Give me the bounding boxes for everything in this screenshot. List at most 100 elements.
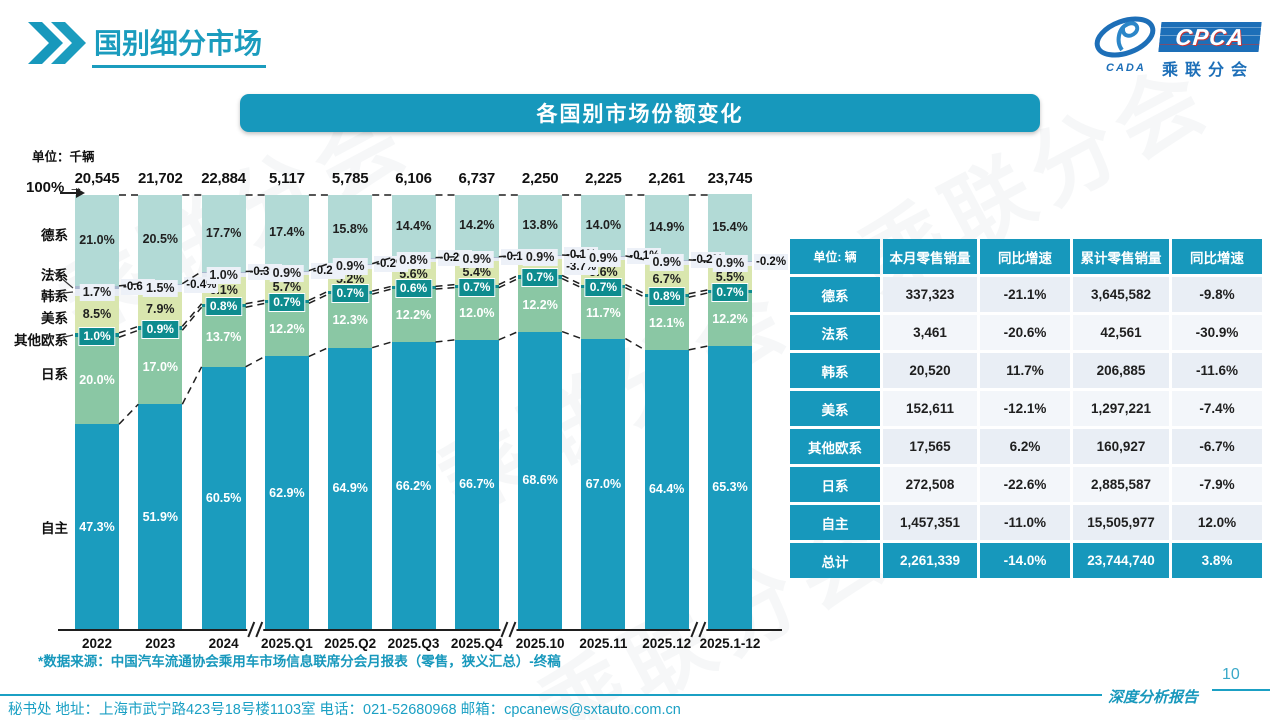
bar-segment-rixi-2023 xyxy=(138,330,183,405)
bar-label-hanxi-2025.Q2: 0.9% xyxy=(332,258,368,276)
unit-label: 单位：千辆 xyxy=(32,150,95,164)
table-cell: 17,565 xyxy=(883,429,977,464)
sales-table: 单位: 辆本月零售销量 同比增速 累计零售销量 同比增速 德系 337,323 -21.1%… xyxy=(790,239,1262,578)
legend-hanxi: 韩系 xyxy=(41,289,68,304)
bar-segment-rixi-2022 xyxy=(75,337,119,425)
table-cell: 12.0% xyxy=(1172,505,1262,540)
table-cell: 337,323 xyxy=(883,277,977,312)
bar-segment-zizhu-2025.10 xyxy=(518,331,563,630)
table-cell: -6.7% xyxy=(1172,429,1262,464)
bar-segment-zizhu-2025.12 xyxy=(644,349,689,630)
cpca-emblem-icon xyxy=(1094,16,1156,58)
table-cell: -7.4% xyxy=(1172,391,1262,426)
legend-zizhu: 自主 xyxy=(41,521,68,536)
table-header-4: 同比增速 xyxy=(1172,239,1262,274)
legend-qitaouxi: 其他欧系 xyxy=(14,333,68,348)
bar-total-2025.Q3: 6,106 xyxy=(395,170,432,187)
bar-label-qitaouxi-2023: 0.9% xyxy=(141,319,179,339)
right-arrow-icon: → xyxy=(68,179,84,196)
bar-label-qitaouxi-2025.Q4: 0.7% xyxy=(458,277,496,297)
table-cell: 272,508 xyxy=(883,467,977,502)
bar-segment-zizhu-2024 xyxy=(201,366,246,630)
bar-label-dexi-2025.Q4: 14.2% xyxy=(459,218,495,233)
table-cell: 6.2% xyxy=(980,429,1070,464)
table-cell: 11.7% xyxy=(980,353,1070,388)
table-total-cell: 23,744,740 xyxy=(1073,543,1169,578)
table-cell: 20,520 xyxy=(883,353,977,388)
bar-total-2024: 22,884 xyxy=(201,170,246,187)
chart-title: 各国别市场份额变化 xyxy=(536,103,744,126)
bar-segment-dexi-2024 xyxy=(201,194,246,272)
bar-label-qitaouxi-2025.1-12: 0.7% xyxy=(711,282,749,302)
x-tick-2025.11: 2025.11 xyxy=(579,636,628,651)
bar-label-zizhu-2025.1-12: 65.3% xyxy=(712,480,748,495)
table-rowhead-德系: 德系 xyxy=(790,277,880,312)
table-cell: -22.6% xyxy=(980,467,1070,502)
bar-total-2025.Q1: 5,117 xyxy=(269,170,305,187)
table-cell: -9.8% xyxy=(1172,277,1262,312)
bar-label-qitaouxi-2024: 0.8% xyxy=(204,296,243,316)
bar-label-rixi-2025.1-12: 12.2% xyxy=(712,311,748,326)
bar-label-hanxi-2024: 1.0% xyxy=(206,266,241,284)
table-total-head: 总计 xyxy=(790,543,880,578)
bar-label-meixi-2022: 8.5% xyxy=(82,306,112,321)
bar-segment-dexi-2025.Q2 xyxy=(328,195,373,264)
table-cell: -11.0% xyxy=(980,505,1070,540)
bar-segment-rixi-2025.12 xyxy=(644,297,689,350)
bar-label-zizhu-2022: 47.3% xyxy=(79,519,115,534)
table-cell: 3,645,582 xyxy=(1073,277,1169,312)
bar-label-hanxi-2025.Q4: 0.9% xyxy=(459,250,495,268)
bar-segment-dexi-2025.Q3 xyxy=(391,195,436,258)
bar-label-rixi-2022: 20.0% xyxy=(79,373,115,388)
bar-segment-zizhu-2023 xyxy=(138,404,183,630)
cpca-logo: CPCA 乘联分会 CADA xyxy=(1092,12,1272,80)
bar-label-hanxi-2025.1-12: 0.9% xyxy=(712,255,748,273)
x-tick-2025.1-12: 2025.1-12 xyxy=(699,636,761,651)
table-header-2: 同比增速 xyxy=(980,239,1070,274)
bar-total-2025.11: 2,225 xyxy=(585,170,622,187)
axis-100-label: 100% → xyxy=(26,179,84,196)
cada-text: CADA xyxy=(1106,62,1146,74)
bar-label-dexi-2025.1-12: 15.4% xyxy=(712,220,748,235)
x-tick-2024: 2024 xyxy=(208,636,239,651)
chart-title-banner: 各国别市场份额变化 xyxy=(240,94,1040,132)
bar-total-2025.1-12: 23,745 xyxy=(707,170,753,187)
bar-label-rixi-2025.12: 12.1% xyxy=(648,316,685,331)
bar-segment-zizhu-2025.1-12 xyxy=(708,345,752,630)
table-total-cell: 2,261,339 xyxy=(883,543,977,578)
x-tick-2022: 2022 xyxy=(81,636,113,651)
table-cell: 42,561 xyxy=(1073,315,1169,350)
bar-label-qitaouxi-2025.Q2: 0.7% xyxy=(331,284,369,304)
page-title: 国别细分市场 xyxy=(92,22,267,68)
bar-label-rixi-2025.Q1: 12.2% xyxy=(269,322,305,337)
legend-meixi: 美系 xyxy=(41,311,68,326)
bar-label-dexi-2025.Q3: 14.4% xyxy=(395,218,432,233)
bar-label-qitaouxi-2022: 1.0% xyxy=(78,326,116,346)
x-tick-2025.Q2: 2025.Q2 xyxy=(324,636,377,651)
bar-segment-dexi-2023 xyxy=(138,194,183,284)
bar-segment-rixi-2024 xyxy=(201,307,246,367)
bar-label-rixi-2025.Q4: 12.0% xyxy=(459,306,495,321)
bar-label-hanxi-2025.12: 0.9% xyxy=(649,254,684,272)
legend-rixi: 日系 xyxy=(41,367,68,382)
bar-segment-dexi-2025.11 xyxy=(581,195,626,256)
table-rowhead-韩系: 韩系 xyxy=(790,353,880,388)
cpca-wordmark: CPCA xyxy=(1158,22,1262,52)
bar-total-2025.Q4: 6,737 xyxy=(458,170,496,187)
table-rowhead-日系: 日系 xyxy=(790,467,880,502)
bar-label-meixi-2025.12: 6.7% xyxy=(652,271,681,286)
bar-label-rixi-2025.Q2: 12.3% xyxy=(332,313,368,328)
bar-label-rixi-2025.Q3: 12.2% xyxy=(395,307,432,322)
bar-label-dexi-2025.Q1: 17.4% xyxy=(269,225,305,240)
table-cell: -20.6% xyxy=(980,315,1070,350)
bar-total-2023: 21,702 xyxy=(137,170,183,187)
table-rowhead-其他欧系: 其他欧系 xyxy=(790,429,880,464)
bar-total-2025.Q2: 5,785 xyxy=(331,170,369,187)
bar-segment-dexi-2025.Q4 xyxy=(454,195,499,257)
report-label: 深度分析报告 xyxy=(1108,690,1199,706)
bar-label-rixi-2024: 13.7% xyxy=(205,329,242,344)
bar-segment-zizhu-2025.Q2 xyxy=(328,347,373,630)
x-tick-2025.10: 2025.10 xyxy=(515,636,565,651)
bar-label-zizhu-2025.10: 68.6% xyxy=(522,473,558,488)
